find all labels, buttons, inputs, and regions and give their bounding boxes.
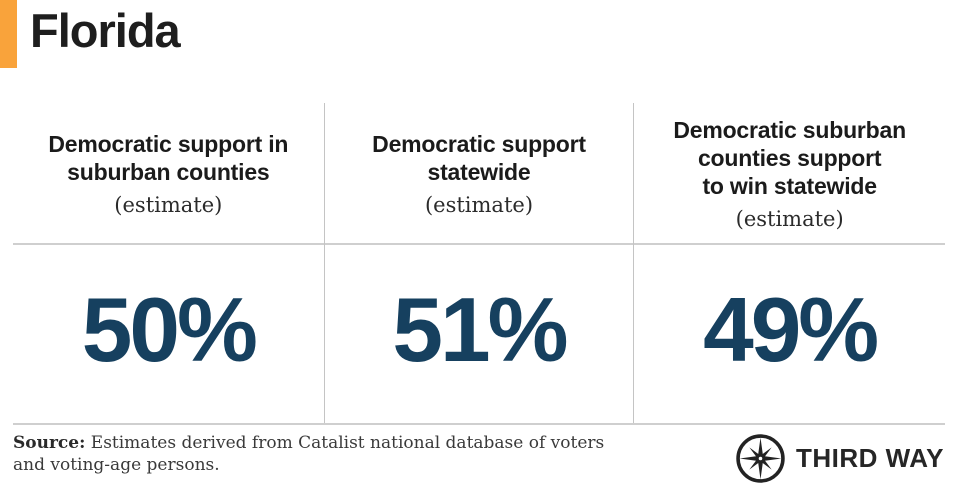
- column-title: Democratic support in suburban counties: [48, 130, 288, 186]
- accent-bar: [0, 0, 17, 68]
- estimate-label: (estimate): [424, 192, 534, 217]
- column-header: Democratic support statewide (estimate): [324, 103, 634, 245]
- stats-table: Democratic support in suburban counties …: [13, 103, 945, 423]
- page-title: Florida: [30, 4, 181, 57]
- compass-star-icon: [736, 433, 785, 483]
- column-title-line: statewide: [427, 158, 531, 185]
- column-statewide-support: Democratic support statewide (estimate) …: [323, 103, 635, 423]
- source-text: Estimates derived from Catalist national…: [13, 433, 605, 475]
- column-title-line: Democratic suburban: [673, 116, 906, 143]
- source-label: Source:: [13, 433, 86, 453]
- column-title-line: suburban counties: [67, 158, 270, 185]
- value-statewide-support: 51%: [392, 280, 568, 381]
- value-suburban-support: 50%: [81, 280, 258, 381]
- column-support-to-win: Democratic suburban counties support to …: [634, 103, 945, 423]
- column-header: Democratic suburban counties support to …: [634, 103, 945, 245]
- column-title-line: Democratic support: [372, 130, 586, 157]
- estimate-label: (estimate): [735, 206, 844, 231]
- column-title-line: to win statewide: [702, 172, 877, 199]
- column-suburban-support: Democratic support in suburban counties …: [13, 103, 324, 423]
- column-title-line: counties support: [697, 144, 882, 171]
- third-way-wordmark: THIRD WAY: [796, 442, 944, 473]
- source-note: Source: Estimates derived from Catalist …: [13, 432, 628, 476]
- value-support-to-win: 49%: [703, 280, 879, 381]
- column-title: Democratic suburban counties support to …: [673, 116, 906, 200]
- estimate-label: (estimate): [114, 192, 223, 217]
- column-title-line: Democratic support in: [48, 130, 289, 157]
- third-way-logo: THIRD WAY: [735, 432, 944, 484]
- column-header: Democratic support in suburban counties …: [13, 103, 324, 245]
- bottom-divider: [13, 423, 945, 425]
- column-title: Democratic support statewide: [372, 130, 586, 186]
